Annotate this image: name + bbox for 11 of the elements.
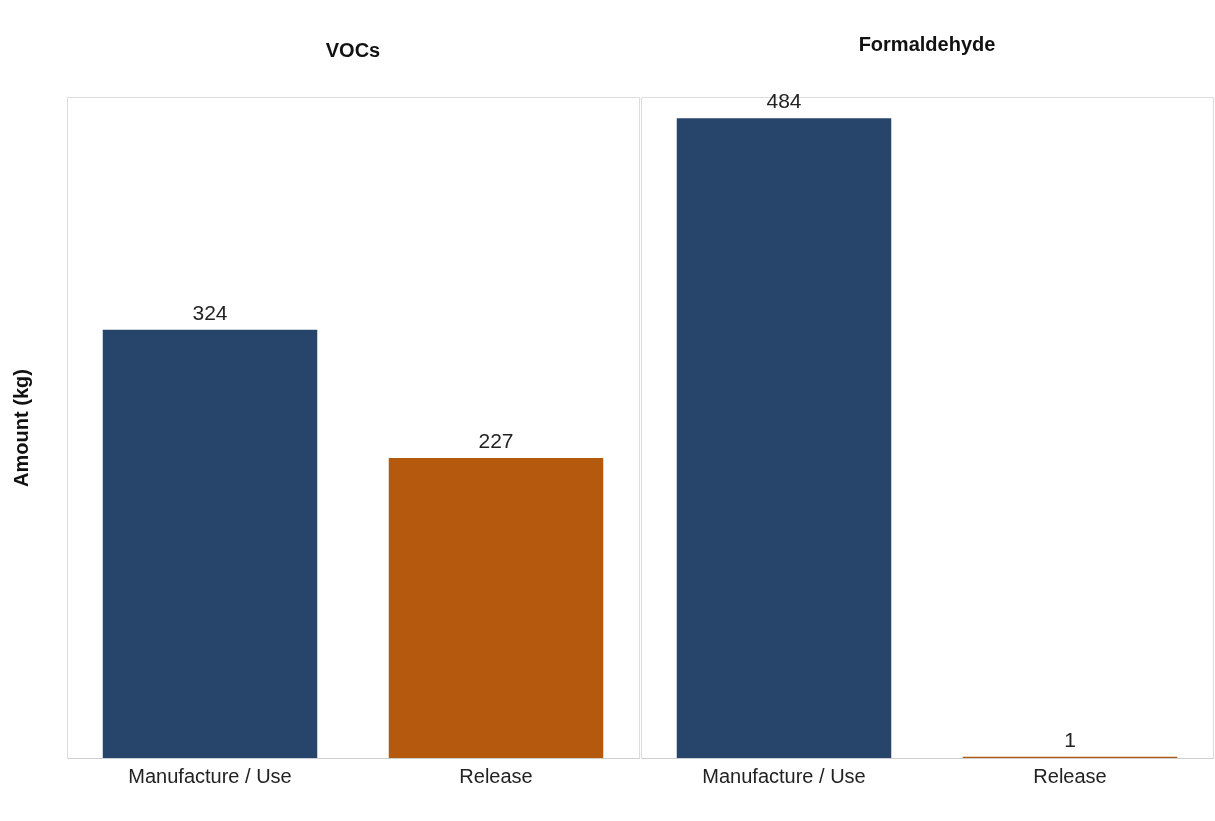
chart-title: VOCs [325,39,381,61]
data-label: 1 [1064,727,1076,751]
x-tick-label: Manufacture / Use [702,764,866,787]
data-label: 324 [192,300,228,324]
y-axis-title: Amount (kg) [9,369,32,487]
data-label: 227 [478,428,514,452]
x-tick-label: Manufacture / Use [128,764,292,787]
x-tick-label: Release [1033,764,1107,787]
x-tick-label: Release [459,764,533,787]
data-label: 484 [766,89,802,113]
chart-title: Formaldehyde [858,33,996,56]
